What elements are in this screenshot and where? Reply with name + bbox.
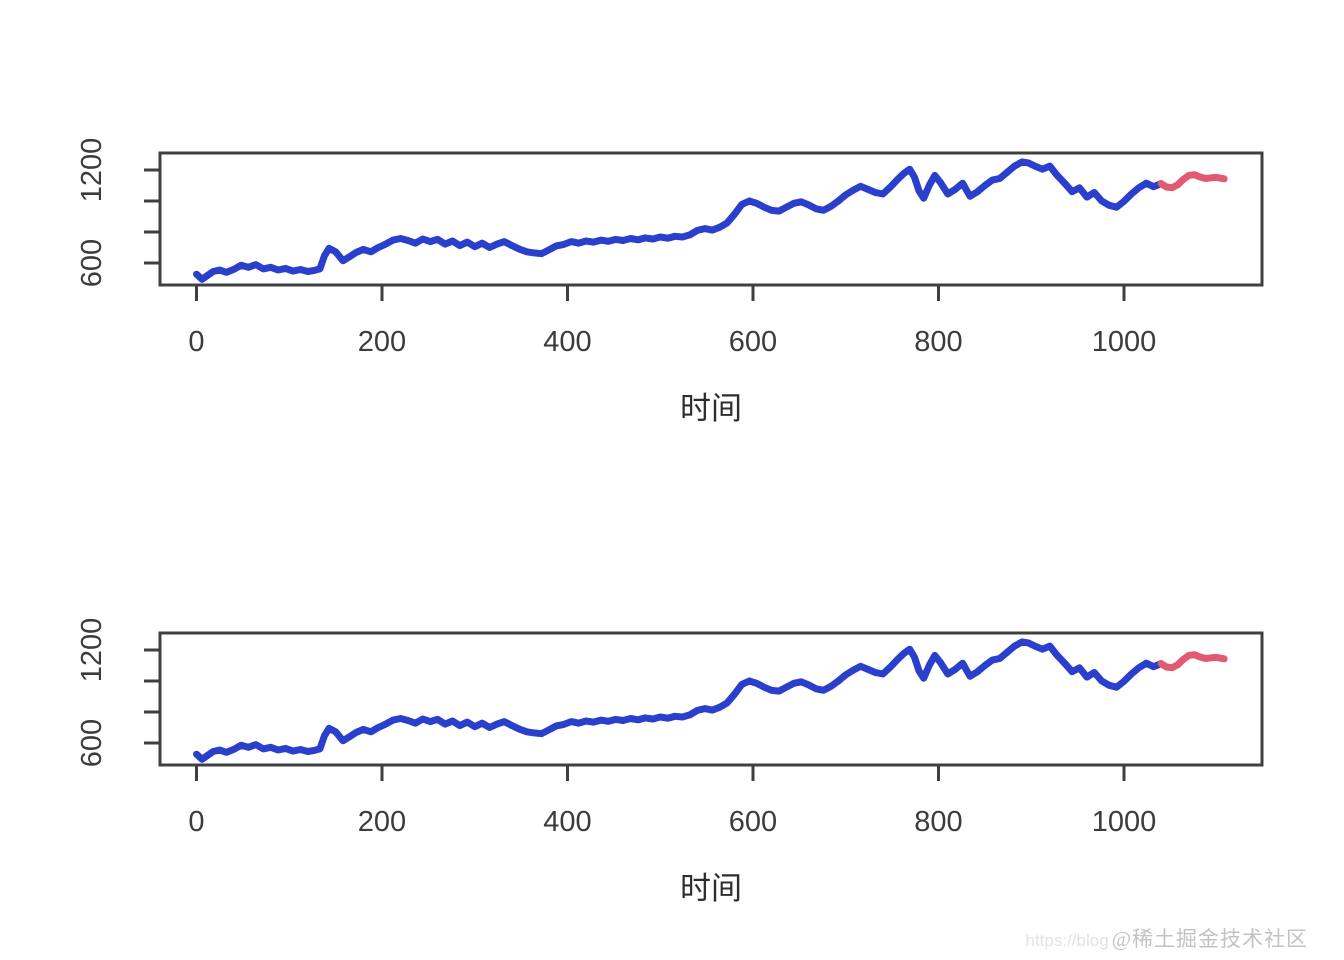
y-tick-label: 1200 — [76, 618, 108, 683]
x-tick-label: 1000 — [1092, 326, 1157, 358]
forecast-series-line — [1157, 651, 1228, 672]
x-tick-label: 800 — [914, 806, 962, 838]
x-tick-label: 400 — [543, 806, 591, 838]
watermark: https://blog @稀土掘金技术社区 — [1025, 923, 1308, 953]
y-tick-label: 1200 — [76, 138, 108, 203]
x-axis-title: 时间 — [680, 871, 742, 906]
x-tick-label: 200 — [358, 806, 406, 838]
y-tick-label: 600 — [76, 239, 108, 287]
x-tick-label: 1000 — [1092, 806, 1157, 838]
x-tick-label: 0 — [188, 806, 204, 838]
forecast-series-line — [1157, 171, 1228, 192]
observed-series-line — [193, 638, 1165, 763]
x-tick-label: 400 — [543, 326, 591, 358]
x-axis-title: 时间 — [680, 391, 742, 426]
plot-frame — [158, 631, 1264, 767]
chart-canvas-top: 0 200 400 600 800 1000 600 1200 时间 — [76, 138, 1264, 426]
x-tick-label: 600 — [729, 806, 777, 838]
watermark-url-text: https://blog — [1025, 931, 1109, 950]
plot-frame — [158, 151, 1264, 287]
chart-canvas-bottom: 0 200 400 600 800 1000 600 1200 时间 — [76, 618, 1264, 906]
watermark-handle-text: @稀土掘金技术社区 — [1111, 927, 1308, 951]
x-tick-label: 600 — [729, 326, 777, 358]
forecast-chart-bottom: 0 200 400 600 800 1000 600 1200 时间 — [0, 480, 1344, 960]
x-tick-label: 800 — [914, 326, 962, 358]
x-tick-label: 0 — [188, 326, 204, 358]
forecast-chart-top: 0 200 400 600 800 1000 600 1200 时间 — [76, 138, 1264, 426]
observed-series-line — [193, 158, 1165, 283]
x-tick-label: 200 — [358, 326, 406, 358]
y-tick-label: 600 — [76, 719, 108, 767]
